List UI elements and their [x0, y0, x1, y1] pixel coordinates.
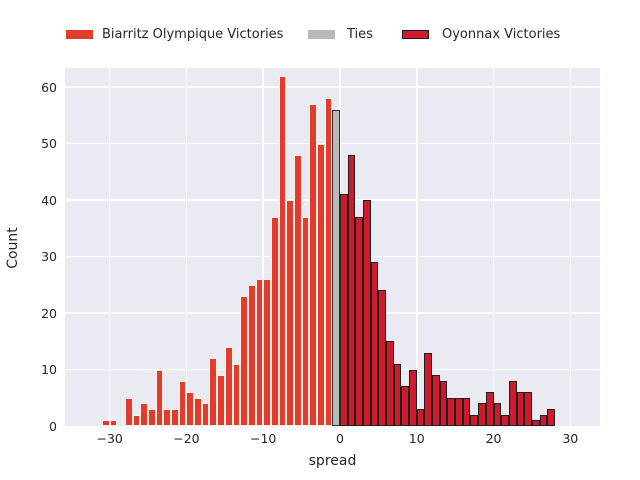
legend-swatch-oyonnax — [402, 30, 429, 39]
y-tick-label: 50 — [41, 136, 57, 152]
histogram-bar — [247, 284, 256, 426]
histogram-bar — [409, 369, 417, 426]
gridline-vertical — [108, 68, 111, 426]
histogram-bar — [109, 420, 118, 426]
histogram-bar — [201, 403, 210, 426]
histogram-bar — [178, 380, 187, 426]
histogram-bar — [485, 392, 494, 426]
histogram-bar — [508, 380, 517, 426]
x-tick-label: 10 — [408, 431, 425, 446]
histogram-bar — [547, 409, 555, 426]
histogram-bar — [370, 262, 379, 426]
legend-label-oyonnax: Oyonnax Victories — [442, 27, 561, 42]
histogram-bar — [324, 98, 333, 426]
x-axis-title: spread — [308, 453, 357, 469]
histogram-bar — [194, 397, 202, 426]
gridline-vertical — [185, 68, 188, 426]
histogram-bar — [309, 104, 317, 426]
legend-label-ties: Ties — [347, 27, 373, 42]
y-tick-label: 60 — [41, 79, 57, 95]
y-axis-title: Count — [5, 227, 21, 269]
histogram-bar — [263, 279, 271, 426]
histogram-bar — [224, 346, 233, 426]
histogram-bar — [148, 409, 156, 426]
x-tick-label: 0 — [336, 431, 344, 446]
histogram-bar — [132, 414, 141, 426]
histogram-bar — [339, 194, 348, 426]
histogram-bar — [539, 414, 548, 426]
histogram-bar — [355, 217, 363, 426]
histogram-bar — [240, 296, 248, 426]
y-tick-label: 0 — [49, 418, 57, 434]
histogram-bar — [217, 375, 225, 426]
histogram-bar — [316, 143, 325, 426]
histogram-bar — [347, 154, 356, 426]
histogram-bar — [209, 358, 218, 426]
y-tick-label: 20 — [41, 305, 57, 321]
gridline-vertical — [569, 68, 572, 426]
histogram-bar — [363, 200, 371, 426]
histogram-bar — [455, 397, 463, 426]
gridline-horizontal — [65, 86, 600, 88]
histogram-bar — [401, 386, 410, 426]
histogram-bar — [286, 200, 294, 426]
gridline-vertical — [262, 68, 264, 426]
histogram-bar — [462, 397, 471, 426]
histogram-bar — [232, 363, 241, 426]
histogram-bar — [447, 397, 456, 426]
histogram-bar — [301, 217, 310, 426]
histogram-bar — [255, 279, 264, 426]
histogram-bar — [155, 369, 164, 426]
histogram-bar — [478, 403, 486, 426]
histogram-bar — [163, 409, 172, 426]
histogram-bar — [424, 352, 433, 426]
legend-swatch-ties — [308, 30, 335, 39]
histogram-bar — [386, 341, 394, 426]
histogram-bar — [516, 392, 525, 426]
histogram-bar — [432, 375, 440, 426]
x-tick-label: 30 — [562, 431, 579, 446]
histogram-bar — [125, 397, 133, 426]
x-tick-label: −30 — [96, 431, 123, 446]
plot-area — [65, 68, 600, 426]
histogram-bar — [470, 414, 479, 426]
y-tick-label: 10 — [41, 362, 57, 378]
histogram-bar — [524, 392, 532, 426]
legend: Biarritz Olympique Victories Ties Oyonna… — [0, 0, 640, 60]
histogram-bar — [439, 380, 448, 426]
gridline-vertical — [416, 68, 418, 426]
gridline-vertical — [492, 68, 495, 426]
histogram-bar — [293, 154, 302, 426]
histogram-bar — [278, 75, 287, 426]
y-tick-label: 40 — [41, 192, 57, 208]
legend-swatch-biarritz — [66, 30, 93, 39]
histogram-bar — [332, 109, 340, 426]
histogram-bar — [186, 392, 195, 426]
histogram-bar — [416, 409, 425, 426]
legend-label-biarritz: Biarritz Olympique Victories — [102, 27, 284, 42]
histogram-bar — [493, 403, 502, 426]
histogram-bar — [531, 420, 540, 426]
histogram-bar — [140, 403, 149, 426]
histogram-bar — [393, 363, 402, 426]
histogram-bar — [270, 217, 279, 426]
histogram-bar — [102, 420, 110, 426]
x-tick-label: 20 — [485, 431, 502, 446]
y-tick-label: 30 — [41, 249, 57, 265]
histogram-bar — [378, 290, 387, 426]
histogram-bar — [501, 414, 509, 426]
histogram-bar — [171, 409, 179, 426]
x-tick-label: −20 — [173, 431, 200, 446]
x-tick-label: −10 — [250, 431, 277, 446]
